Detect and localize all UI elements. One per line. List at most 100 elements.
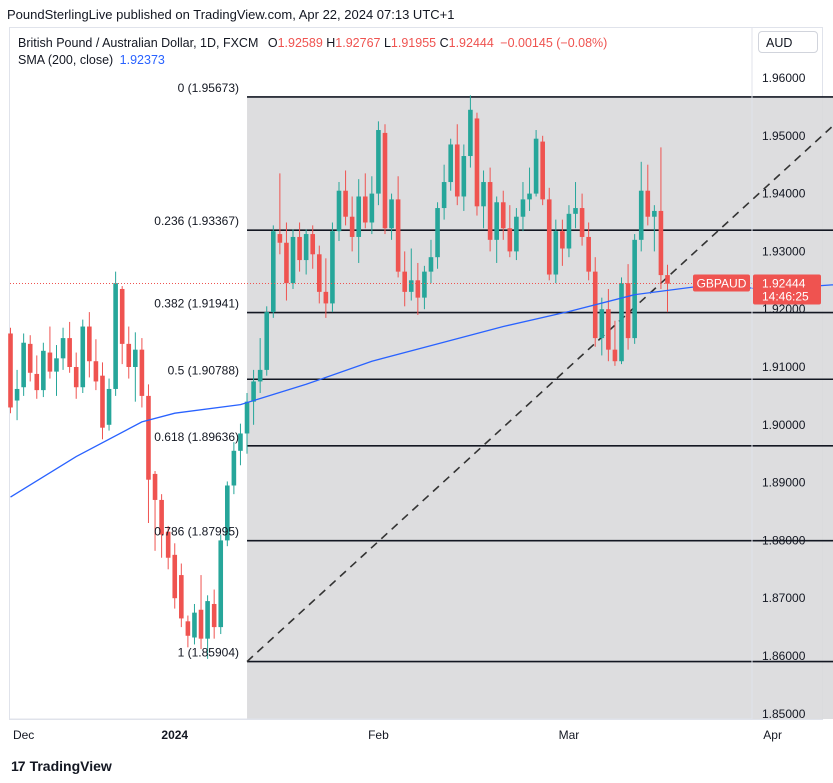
candle	[612, 320, 618, 366]
candle	[146, 384, 151, 524]
candle-body	[297, 236, 302, 261]
high-label: H	[326, 36, 336, 50]
candle	[172, 543, 178, 609]
y-tick-label: 1.89000	[762, 476, 806, 490]
fib-level-label: 0.5 (1.90788)	[168, 363, 239, 377]
fib-level-label: 0 (1.95673)	[178, 81, 239, 95]
candle	[382, 124, 388, 235]
symbol-tag-bg	[693, 274, 750, 292]
candle	[179, 563, 184, 628]
candle-body	[645, 190, 651, 217]
candle-body	[500, 202, 506, 229]
candle-body	[362, 196, 368, 223]
candle-body	[106, 388, 112, 425]
candle	[67, 321, 72, 373]
tradingview-logo-icon: 17	[11, 758, 26, 774]
candle-body	[290, 236, 296, 284]
symbol-title[interactable]: British Pound / Australian Dollar, 1D, F…	[18, 36, 259, 50]
candle-body	[336, 190, 342, 232]
candle	[402, 251, 407, 307]
candle-body	[205, 601, 210, 639]
candle	[303, 229, 309, 275]
candle	[106, 378, 112, 431]
candle	[225, 481, 230, 547]
candle-body	[231, 450, 237, 486]
candle-body	[244, 401, 250, 434]
candle-body	[198, 609, 204, 639]
candle-body	[119, 288, 125, 344]
candle	[500, 190, 506, 240]
candle	[218, 534, 224, 635]
candle-body	[520, 199, 526, 217]
candle-body	[251, 381, 256, 402]
y-tick-label: 1.93000	[762, 244, 806, 258]
candle-body	[100, 375, 105, 428]
candle-body	[461, 156, 467, 197]
candle-body	[566, 213, 572, 249]
fib-level-label: 0.618 (1.89636)	[154, 430, 239, 444]
candle-body	[73, 367, 79, 388]
candle-body	[376, 130, 381, 194]
candle	[238, 423, 243, 466]
candle-body	[599, 309, 605, 339]
candle	[159, 494, 164, 558]
candle-body	[612, 349, 618, 362]
candle	[336, 182, 342, 241]
candle	[185, 615, 191, 648]
candle-body	[264, 312, 270, 370]
candle-body	[487, 182, 493, 240]
candle	[520, 182, 526, 232]
symbol-legend: British Pound / Australian Dollar, 1D, F…	[18, 36, 607, 50]
candle	[514, 208, 519, 261]
currency-button[interactable]: AUD	[758, 31, 818, 53]
candle	[553, 219, 559, 284]
candle	[586, 222, 591, 281]
candle-body	[402, 271, 407, 292]
y-tick-label: 1.87000	[762, 591, 806, 605]
candle	[251, 369, 256, 425]
candle-body	[277, 234, 283, 243]
candle	[349, 196, 355, 252]
candle	[330, 222, 335, 313]
candle	[422, 265, 427, 310]
y-tick-label: 1.96000	[762, 71, 806, 85]
candle	[474, 112, 480, 216]
candle	[645, 164, 651, 226]
candle	[579, 193, 585, 246]
candle-body	[540, 141, 545, 200]
candle-body	[87, 326, 92, 362]
candle	[461, 144, 467, 211]
candle-body	[27, 343, 33, 373]
candle-body	[606, 309, 611, 350]
open-value: 1.92589	[277, 36, 323, 50]
fib-level-label: 0.236 (1.93367)	[154, 214, 239, 228]
x-tick-label: Apr	[763, 728, 782, 742]
candle	[100, 362, 105, 440]
candle-body	[80, 326, 86, 388]
tradingview-logo[interactable]: 17 TradingView	[11, 758, 112, 774]
candle	[527, 167, 532, 211]
candle	[566, 205, 572, 258]
sma-label[interactable]: SMA (200, close)	[18, 53, 114, 67]
candle-body	[225, 485, 230, 541]
candle	[133, 332, 138, 402]
candle-body	[619, 283, 624, 362]
candle-body	[284, 242, 289, 284]
candle	[152, 471, 158, 551]
candle-body	[441, 182, 447, 209]
candle	[428, 239, 434, 284]
x-tick-label: Mar	[559, 728, 580, 742]
candle-body	[533, 138, 539, 194]
candle	[54, 345, 59, 396]
publisher-line: PoundSterlingLive published on TradingVi…	[7, 7, 455, 22]
last-price-tag-value: 1.92444	[762, 277, 806, 291]
tradingview-brand: TradingView	[29, 758, 112, 774]
candle-body	[126, 343, 132, 367]
candle	[408, 248, 414, 301]
candle-body	[34, 373, 40, 391]
candle	[211, 589, 217, 639]
candle-body	[395, 199, 401, 272]
candle-body	[172, 554, 178, 599]
candle-body	[146, 395, 151, 480]
